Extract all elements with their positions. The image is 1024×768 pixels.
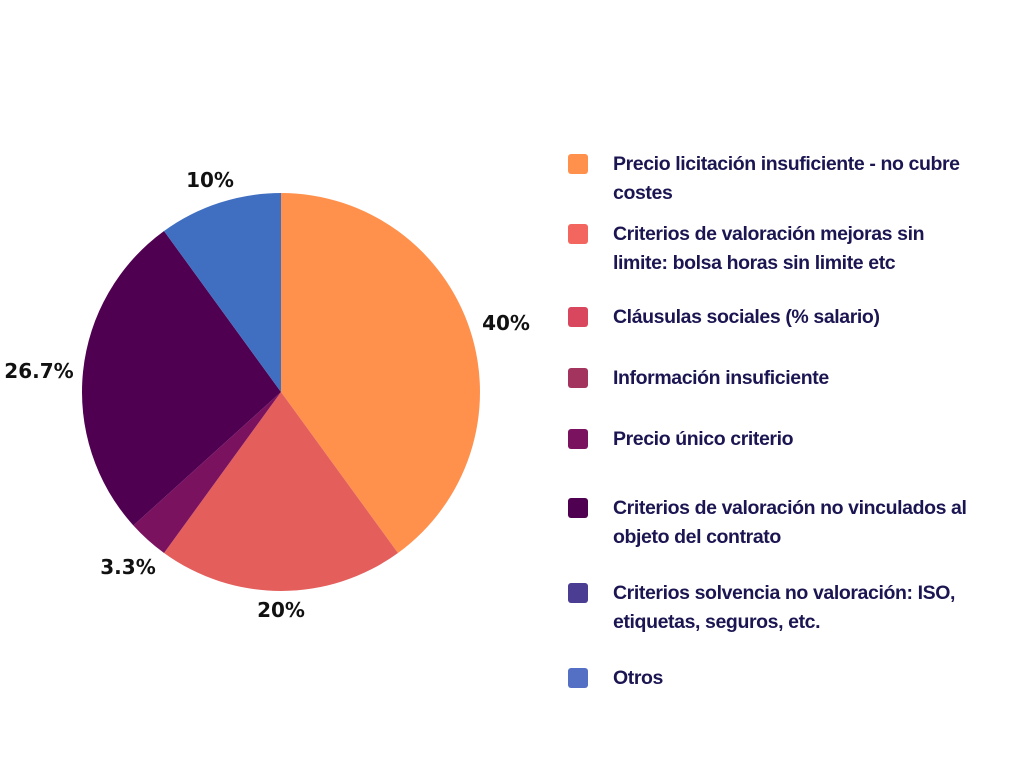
- legend-label: Información insuficiente: [613, 364, 829, 393]
- legend-item: Criterios de valoración no vinculados al…: [568, 494, 1008, 552]
- legend-label-line: Criterios de valoración no vinculados al: [613, 497, 967, 519]
- slice-percent-label: 10%: [186, 168, 234, 192]
- legend-label: Criterios de valoración no vinculados al…: [613, 494, 967, 552]
- pie-slice-5: [81, 231, 281, 526]
- legend-label-line: etiquetas, seguros, etc.: [613, 611, 821, 633]
- pie-slices: [81, 193, 480, 591]
- legend-item: Otros: [568, 664, 1008, 693]
- legend-label-line: Información insuficiente: [613, 367, 829, 389]
- legend-label-line: Criterios de valoración mejoras sin: [613, 223, 925, 245]
- legend-swatch: [568, 668, 588, 688]
- legend-label-line: Otros: [613, 667, 664, 689]
- slice-percent-label: 3.3%: [100, 555, 155, 579]
- pie-slice-4: [133, 392, 281, 553]
- legend-label: Precio licitación insuficiente - no cubr…: [613, 150, 960, 208]
- legend-label: Criterios solvencia no valoración: ISO, e…: [613, 579, 955, 637]
- legend-label: Precio único criterio: [613, 425, 794, 454]
- legend-label-line: costes: [613, 182, 673, 204]
- legend-item: Criterios solvencia no valoración: ISO, e…: [568, 579, 1008, 637]
- legend-swatch: [568, 224, 588, 244]
- legend-label-line: Precio único criterio: [613, 428, 794, 450]
- legend-swatch: [568, 429, 588, 449]
- slice-percent-label: 40%: [482, 311, 530, 335]
- legend-label-line: Precio licitación insuficiente - no cubr…: [613, 153, 960, 175]
- pie-slice-1: [164, 392, 398, 591]
- legend-label-line: objeto del contrato: [613, 526, 781, 548]
- legend-swatch: [568, 498, 588, 518]
- legend-swatch: [568, 583, 588, 603]
- legend-item: Precio único criterio: [568, 425, 1008, 454]
- slice-percent-label: 20%: [257, 598, 305, 622]
- legend-swatch: [568, 307, 588, 327]
- legend-item: Información insuficiente: [568, 364, 1008, 393]
- legend-swatch: [568, 368, 588, 388]
- legend-item: Cláusulas sociales (% salario): [568, 303, 1008, 332]
- legend-label: Criterios de valoración mejoras sin limit…: [613, 220, 925, 278]
- pie-slice-7: [164, 193, 281, 392]
- legend-label: Cláusulas sociales (% salario): [613, 303, 880, 332]
- legend-item: Criterios de valoración mejoras sin limit…: [568, 220, 1008, 278]
- legend-label: Otros: [613, 664, 663, 693]
- legend-item: Precio licitación insuficiente - no cubr…: [568, 150, 1008, 208]
- legend-label-line: Criterios solvencia no valoración: ISO,: [613, 582, 956, 604]
- legend-swatch: [568, 154, 588, 174]
- slice-percent-label: 26.7%: [4, 359, 73, 383]
- pie-slice-0: [281, 193, 480, 553]
- legend-label-line: limite: bolsa horas sin limite etc: [613, 252, 896, 274]
- legend-label-line: Cláusulas sociales (% salario): [613, 306, 880, 328]
- pie-labels: 40% 20% 3.3% 26.7% 10%: [4, 168, 530, 622]
